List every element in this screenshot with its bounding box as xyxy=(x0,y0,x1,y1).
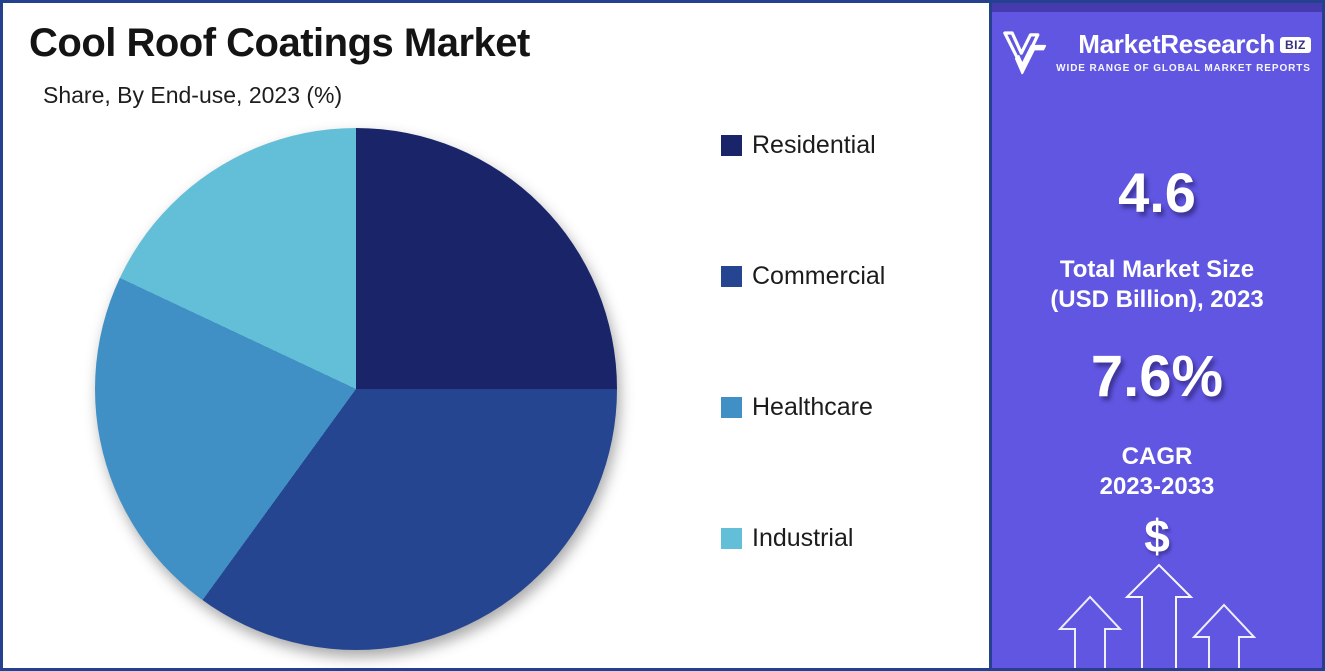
legend-label-industrial: Industrial xyxy=(752,524,854,552)
legend-item-commercial: Commercial xyxy=(721,264,885,289)
legend-swatch-commercial-icon xyxy=(721,266,742,287)
market-size-label-line1: Total Market Size xyxy=(1059,256,1255,283)
legend-swatch-industrial-icon xyxy=(721,528,742,549)
chart-panel: Cool Roof Coatings Market Share, By End-… xyxy=(3,3,992,668)
market-size-label: Total Market Size (USD Billion), 2023 xyxy=(992,255,1322,315)
page-title: Cool Roof Coatings Market xyxy=(29,21,530,65)
cagr-label-line1: CAGR xyxy=(1121,443,1193,470)
legend-swatch-residential-icon xyxy=(721,135,742,156)
brand-tagline: WIDE RANGE OF GLOBAL MARKET REPORTS xyxy=(1056,63,1311,75)
growth-arrows-graphic: $ xyxy=(992,497,1322,668)
up-arrows-icon xyxy=(1057,563,1257,668)
legend-item-healthcare: Healthcare xyxy=(721,395,885,420)
double-checkmark-logo-icon xyxy=(1003,31,1047,75)
legend-label-commercial: Commercial xyxy=(752,262,886,290)
chart-subtitle: Share, By End-use, 2023 (%) xyxy=(43,82,343,108)
brand-sidebar: MarketResearch BIZ WIDE RANGE OF GLOBAL … xyxy=(992,3,1322,668)
market-size-value: 4.6 xyxy=(1118,161,1196,224)
cagr-value: 7.6% xyxy=(1090,344,1224,409)
legend-item-industrial: Industrial xyxy=(721,526,885,551)
brand-name: MarketResearch xyxy=(1078,29,1275,59)
pie-chart xyxy=(95,128,617,650)
cagr-label-line2: 2023-2033 xyxy=(1099,473,1215,500)
chart-legend: Residential Commercial Healthcare Indust… xyxy=(721,133,885,551)
market-size-label-line2: (USD Billion), 2023 xyxy=(1050,286,1264,313)
legend-label-healthcare: Healthcare xyxy=(752,393,873,421)
cagr-label: CAGR 2023-2033 xyxy=(992,442,1322,502)
legend-swatch-healthcare-icon xyxy=(721,397,742,418)
brand-suffix-badge: BIZ xyxy=(1279,36,1311,53)
brand-name-row: MarketResearch BIZ xyxy=(1078,29,1311,60)
legend-item-residential: Residential xyxy=(721,133,885,158)
brand-logo: MarketResearch BIZ WIDE RANGE OF GLOBAL … xyxy=(992,3,1322,79)
legend-label-residential: Residential xyxy=(752,131,876,159)
dollar-sign-icon: $ xyxy=(1144,510,1170,562)
sidebar-top-accent xyxy=(992,3,1322,12)
brand-text-block: MarketResearch BIZ WIDE RANGE OF GLOBAL … xyxy=(1056,29,1311,74)
